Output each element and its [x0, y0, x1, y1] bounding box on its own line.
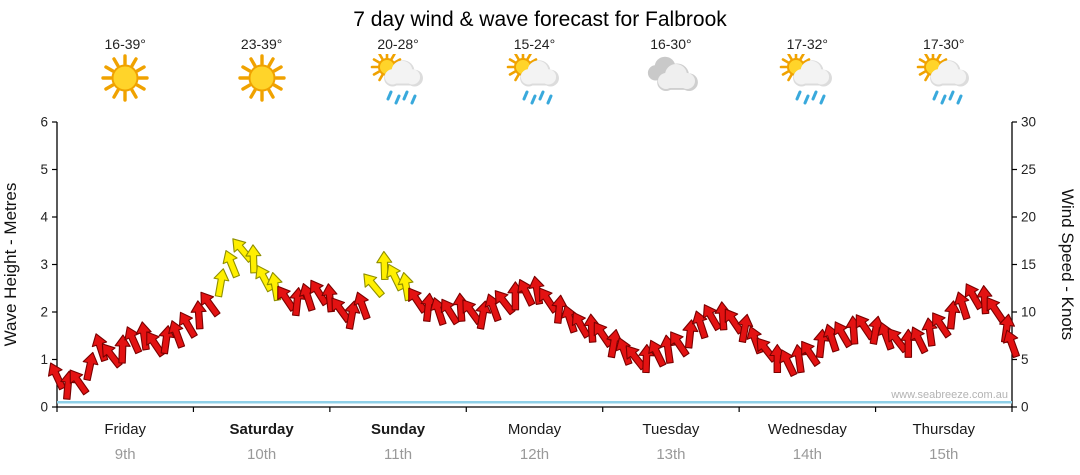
daily-forecast-row: 16-39° 23-39° 20-28° 15-24° 16-30° — [57, 36, 1012, 108]
right-axis-label: Wind Speed - Knots — [1058, 189, 1077, 340]
sun-icon — [237, 54, 286, 102]
temp-range: 17-32° — [786, 36, 829, 52]
wind-arrow — [69, 369, 90, 396]
cloud-icon — [647, 56, 698, 91]
wind-arrow — [1003, 329, 1021, 359]
day-forecast-wednesday: 17-32° — [739, 36, 875, 108]
wind-arrow — [571, 311, 591, 339]
wind-arrow-series — [47, 238, 1021, 400]
wind-arrow — [213, 268, 230, 298]
day-forecast-sunday: 20-28° — [330, 36, 466, 108]
wind-arrow — [376, 250, 393, 281]
left-axis-tick: 3 — [40, 257, 48, 272]
wind-arrow — [190, 300, 207, 330]
right-axis-tick: 30 — [1021, 115, 1036, 130]
axes: 0 1 2 3 4 5 6 0 5 10 15 20 25 30 — [40, 115, 1036, 415]
temp-range: 16-30° — [650, 36, 692, 52]
wind-arrow — [114, 334, 131, 364]
day-forecast-friday: 16-39° — [57, 36, 193, 108]
wind-arrow — [964, 283, 984, 311]
wind-arrow — [178, 311, 198, 339]
temp-range: 17-30° — [923, 36, 965, 52]
day-date-label: 13th — [656, 446, 685, 463]
wind-arrow — [101, 343, 123, 369]
watermark: www.seabreeze.com.au — [890, 389, 1008, 401]
day-forecast-tuesday: 16-30° — [603, 36, 739, 108]
wind-arrow — [932, 312, 952, 339]
wind-arrow — [353, 291, 371, 321]
wind-arrow — [910, 326, 929, 355]
wind-arrow — [168, 320, 186, 349]
right-axis-tick: 0 — [1021, 400, 1029, 415]
right-axis-tick: 20 — [1021, 210, 1036, 225]
wind-arrow — [255, 265, 274, 293]
left-axis-label: Wave Height - Metres — [1, 183, 20, 347]
wind-arrow — [475, 300, 492, 330]
wind-arrow — [737, 313, 754, 344]
temp-range: 20-28° — [377, 36, 419, 52]
day-date-label: 12th — [520, 446, 549, 463]
right-axis-tick: 15 — [1021, 257, 1036, 272]
wind-arrow — [146, 331, 166, 358]
left-axis-tick: 6 — [40, 115, 48, 130]
sun-showers-icon — [507, 54, 560, 105]
wind-arrow — [944, 300, 961, 330]
wind-arrow — [702, 304, 722, 332]
wind-arrow — [344, 300, 361, 330]
chart-title: 7 day wind & wave forecast for Falbrook — [353, 8, 727, 31]
wind-arrow — [801, 340, 821, 367]
day-name-label: Wednesday — [768, 421, 847, 438]
wind-arrow — [682, 319, 699, 349]
wind-arrow — [200, 291, 221, 318]
wind-arrow — [47, 362, 66, 391]
wind-arrow — [670, 331, 690, 358]
wind-arrow — [363, 273, 385, 298]
day-date-label: 10th — [247, 446, 276, 463]
sun-showers-icon — [370, 54, 423, 105]
day-name-label: Friday — [104, 421, 146, 438]
left-axis-tick: 5 — [40, 162, 48, 177]
day-date-label: 15th — [929, 446, 958, 463]
temp-range: 23-39° — [240, 36, 283, 52]
day-name-label: Tuesday — [642, 421, 699, 438]
day-forecast-saturday: 23-39° — [193, 36, 329, 108]
left-axis-tick: 0 — [40, 400, 48, 415]
sun-icon — [101, 54, 149, 102]
day-name-label: Monday — [508, 421, 562, 438]
right-axis-tick: 25 — [1021, 162, 1036, 177]
left-axis-tick: 4 — [40, 210, 48, 225]
wind-arrow — [222, 250, 240, 279]
temp-range: 15-24° — [513, 36, 556, 52]
right-axis-tick: 10 — [1021, 305, 1036, 320]
day-date-label: 11th — [384, 446, 412, 463]
sun-showers-icon — [780, 54, 833, 105]
wind-arrow — [245, 244, 262, 274]
day-forecast-monday: 15-24° — [466, 36, 602, 108]
wind-arrow — [309, 279, 330, 307]
day-name-label: Thursday — [913, 421, 976, 438]
right-axis-tick: 5 — [1021, 352, 1029, 367]
day-forecast-thursday: 17-30° — [876, 36, 1012, 108]
wind-arrow — [494, 290, 516, 316]
day-date-label: 9th — [115, 446, 136, 463]
day-date-label: 14th — [793, 446, 822, 463]
day-name-label: Saturday — [230, 421, 295, 438]
left-axis-tick: 2 — [40, 305, 48, 320]
left-axis-tick: 1 — [40, 352, 48, 367]
wind-arrow — [953, 291, 971, 321]
day-name-label: Sunday — [371, 421, 426, 438]
sun-showers-icon — [916, 54, 969, 105]
wind-arrow — [82, 351, 99, 382]
temp-range: 16-39° — [104, 36, 146, 52]
